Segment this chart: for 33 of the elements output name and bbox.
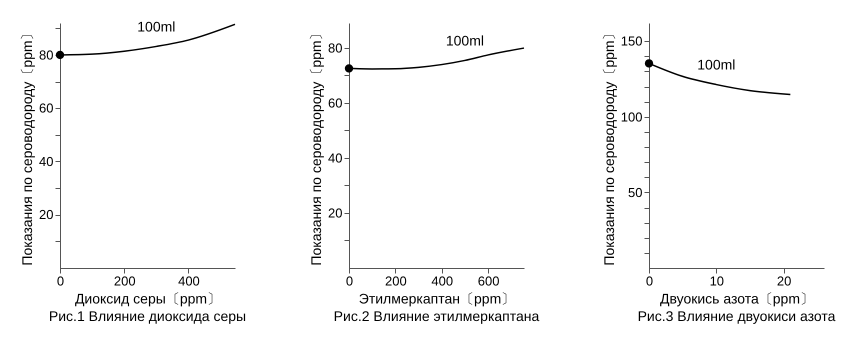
x-tick-label: 20 <box>776 274 792 288</box>
y-axis-title: Показания по сероводороду〔ppm〕 <box>19 26 36 266</box>
text: Рис.3 Влияние двуокиси азота <box>638 308 836 324</box>
x-tick-label: 0 <box>56 274 64 288</box>
x-tick-label: 10 <box>710 274 724 288</box>
text: Рис.2 Влияние этилмеркаптана <box>334 308 540 324</box>
x-tick-label: 0 <box>646 274 654 288</box>
x-tick-label: 0 <box>346 274 354 288</box>
y-tick-label: 80 <box>328 40 342 56</box>
y-tick-label: 20 <box>328 205 342 220</box>
x-axis-title: Двуокись азота〔ppm〕 <box>660 290 814 306</box>
x-axis-title: Этилмеркаптан〔ppm〕 <box>358 290 516 306</box>
series-label: 100ml <box>446 32 484 48</box>
x-axis-title: Диоксид серы〔ppm〕 <box>74 290 222 306</box>
y-axis-title: Показания по сероводороду〔ppm〕 <box>308 26 324 266</box>
y-tick-label: 20 <box>39 207 54 222</box>
y-axis-title: Показания по сероводороду〔ppm〕 <box>600 26 617 266</box>
x-tick-label: 200 <box>385 274 407 288</box>
x-tick-label: 400 <box>431 274 454 288</box>
x-tick-label: 200 <box>114 274 136 288</box>
y-tick-label: 60 <box>328 95 342 110</box>
series-label: 100ml <box>697 56 736 73</box>
y-tick-label: 40 <box>328 150 342 166</box>
y-tick-label: 80 <box>39 47 54 62</box>
y-tick-label: 50 <box>628 184 642 200</box>
y-tick-label: 150 <box>620 34 642 49</box>
y-tick-label: 40 <box>39 154 54 169</box>
series-label: 100ml <box>137 18 176 34</box>
x-tick-label: 600 <box>478 274 500 288</box>
y-tick-label: 60 <box>39 100 54 116</box>
x-tick-label: 400 <box>178 274 200 288</box>
text: Рис.1 Влияние диоксида серы <box>48 308 246 324</box>
y-tick-label: 100 <box>620 109 642 124</box>
